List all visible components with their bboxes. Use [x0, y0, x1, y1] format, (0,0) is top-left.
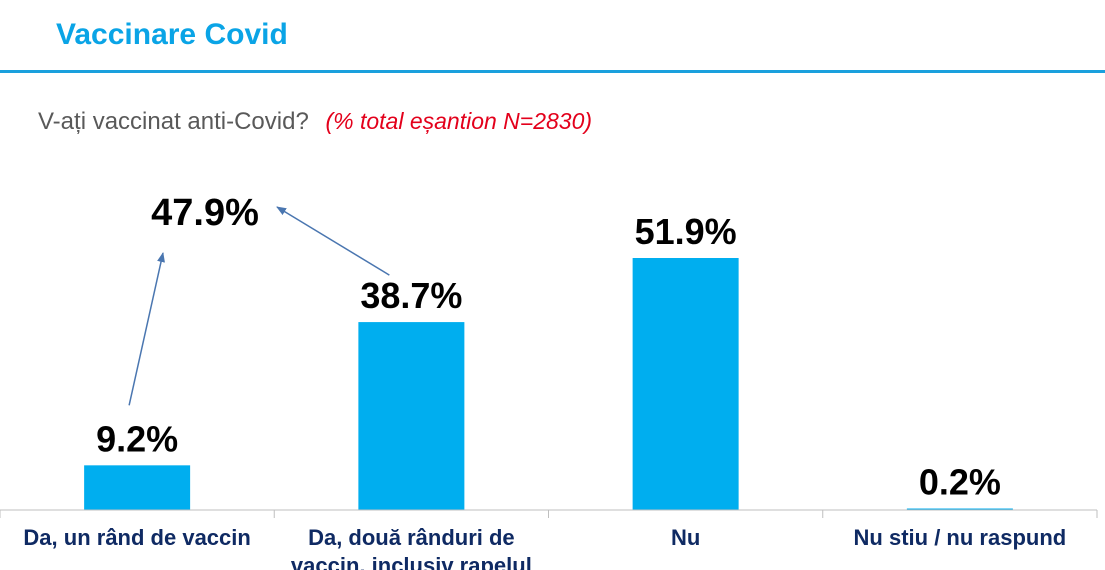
combined-total-label: 47.9% [151, 192, 259, 234]
category-label-1: Da, două rânduri de vaccin, inclusiv rape… [291, 525, 532, 570]
value-label-2: 51.9% [635, 211, 737, 252]
value-label-3: 0.2% [919, 462, 1001, 503]
value-label-1: 38.7% [360, 275, 462, 316]
value-label-0: 9.2% [96, 418, 178, 459]
arrow-from-bar-0 [128, 252, 165, 406]
sample-note: (% total eșantion N=2830) [325, 108, 593, 134]
question-text: V-ați vaccinat anti-Covid? [38, 108, 309, 135]
category-label-2: Nu [671, 525, 700, 550]
bar-2 [632, 258, 739, 510]
bar-1 [358, 322, 465, 510]
page-title: Vaccinare Covid [56, 18, 288, 51]
bar-3 [906, 508, 1013, 510]
category-label-3: Nu stiu / nu raspund [854, 525, 1067, 550]
survey-question: V-ați vaccinat anti-Covid? (% total eșan… [38, 108, 592, 136]
arrow-from-bar-1 [276, 206, 390, 276]
category-label-0: Da, un rând de vaccin [23, 525, 250, 550]
bar-0 [84, 465, 191, 510]
header-divider [0, 70, 1105, 73]
